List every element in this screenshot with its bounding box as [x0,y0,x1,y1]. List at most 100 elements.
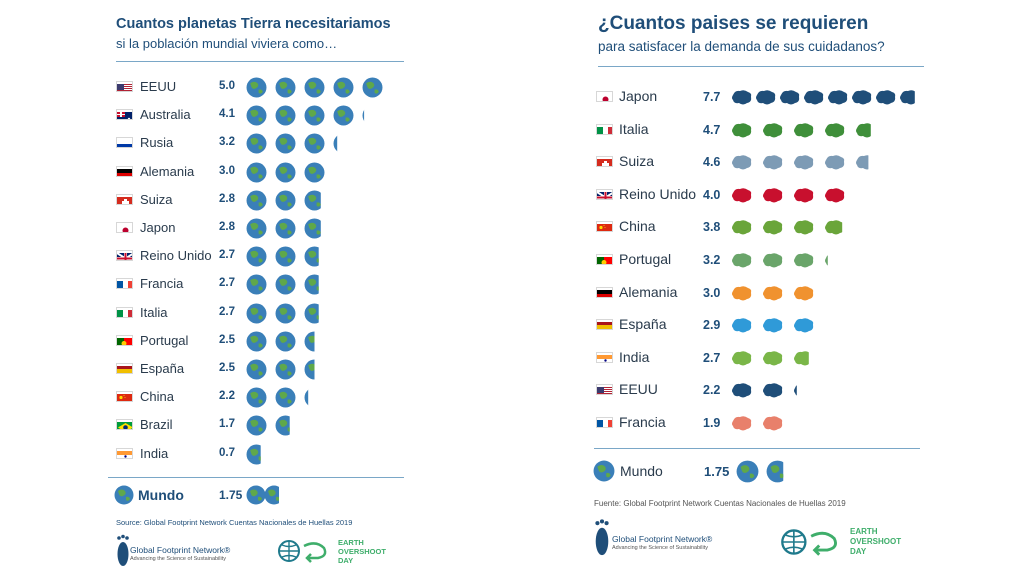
flag-ru-icon [116,137,133,148]
left-gfn-footprint-icon [117,534,129,566]
earth-globe-icon [246,274,267,295]
flag-in-icon [116,448,133,459]
earth-globe-icon [275,190,296,211]
flag-gb-icon [596,189,613,200]
country-shape-icon [732,123,752,138]
country-shape-icon [763,286,783,301]
left-value-label: 5.0 [219,80,235,92]
flag-es-icon [596,319,613,330]
left-gfn-name: Global Footprint Network® [130,545,231,555]
left-value-label: 2.2 [219,390,235,402]
left-value-label: 1.7 [219,418,235,430]
left-world-globe-icon [114,485,134,505]
earth-globe-icon [362,77,383,98]
right-value-label: 3.8 [703,220,721,234]
left-country-label: Japon [140,220,176,235]
right-world-label: Mundo [620,463,663,479]
country-shape-icon [794,253,814,268]
flag-cn-icon [596,221,613,232]
country-shape-icon [825,123,845,138]
left-value-label: 2.7 [219,249,235,261]
left-value-label: 3.2 [219,136,235,148]
earth-globe-icon [246,246,267,267]
right-world-divider [594,448,920,449]
earth-globe-icon [275,133,296,154]
right-country-label: Japon [619,88,658,104]
flag-es-icon [116,363,133,374]
flag-pt-icon [116,335,133,346]
right-eod-line3: DAY [850,547,867,556]
left-world-label: Mundo [138,487,184,503]
earth-globe-icon [333,105,354,126]
earth-globe-icon [304,218,321,239]
left-chart-panel: Cuantos planetas Tierra necesitariamos s… [108,0,408,576]
earth-globe-icon [264,485,279,505]
left-value-label: 2.7 [219,277,235,289]
earth-globe-icon [304,331,315,352]
earth-globe-icon [275,246,296,267]
left-eod-line2: OVERSHOOT [338,547,386,556]
country-shape-icon [732,90,752,105]
country-shape-icon [794,155,814,170]
right-value-label: 2.2 [703,383,721,397]
right-gfn-footprint-icon [595,519,609,556]
left-country-label: Francia [140,276,184,291]
country-shape-icon [825,255,828,266]
earth-globe-icon [304,246,319,267]
flag-jp-icon [596,91,613,102]
country-shape-icon [763,253,783,268]
right-chart-subtitle: para satisfacer la demanda de sus cuidad… [598,39,885,54]
flag-cn-icon [116,391,133,402]
left-value-label: 2.7 [219,306,235,318]
earth-globe-icon [246,303,267,324]
right-world-value: 1.75 [704,464,730,479]
earth-globe-icon [275,359,296,380]
right-country-label: Reino Unido [619,186,697,202]
country-shape-icon [763,123,783,138]
earth-globe-icon [275,105,296,126]
country-shape-icon [763,188,783,203]
right-world-globe-icon [593,460,615,482]
right-country-label: Portugal [619,251,672,267]
right-source-note: Fuente: Global Footprint Network Cuentas… [594,499,846,508]
flag-us-icon [116,81,133,92]
country-shape-icon [856,155,869,170]
left-eod-logo-icon [278,540,327,563]
country-shape-icon [732,318,752,333]
country-shape-icon [763,416,783,431]
right-country-label: EEUU [619,381,658,397]
earth-globe-icon [246,77,267,98]
left-value-label: 3.0 [219,165,235,177]
earth-globe-icon [304,77,325,98]
flag-fr-icon [116,278,133,289]
country-shape-icon [763,383,783,398]
earth-globe-icon [275,162,296,183]
country-shape-icon [804,90,824,105]
right-value-label: 3.2 [703,253,721,267]
right-gfn-tagline: Advancing the Science of Sustainability [612,545,709,551]
earth-globe-icon [333,135,338,152]
flag-gb-icon [116,250,133,261]
right-country-label: España [619,316,667,332]
country-shape-icon [856,123,871,138]
flag-it-icon [116,307,133,318]
right-eod-line2: OVERSHOOT [850,537,902,546]
earth-globe-icon [736,460,759,483]
left-country-label: Australia [140,107,191,122]
left-country-label: España [140,361,185,376]
left-country-label: China [140,389,174,404]
earth-globe-icon [304,190,321,211]
earth-globe-icon [246,105,267,126]
right-title-divider [598,66,924,67]
right-value-label: 4.6 [703,155,721,169]
country-shape-icon [825,188,845,203]
country-shape-icon [794,318,814,333]
country-shape-icon [794,188,814,203]
earth-globe-icon [246,162,267,183]
country-shape-icon [852,90,872,105]
earth-globe-icon [275,218,296,239]
country-shape-icon [794,286,814,301]
earth-globe-icon [304,105,325,126]
flag-de-icon [596,287,613,298]
right-value-label: 2.7 [703,351,721,365]
